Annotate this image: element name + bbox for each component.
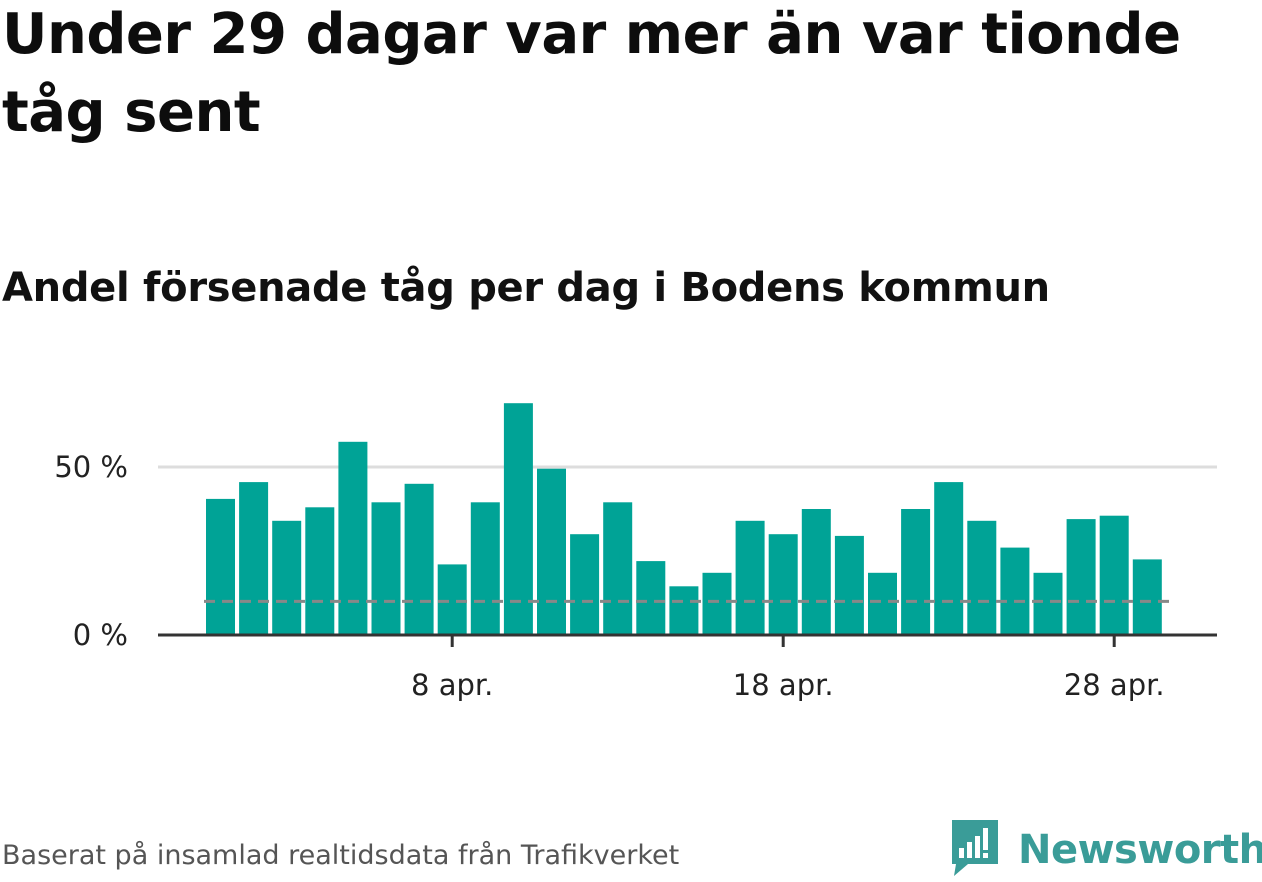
bar-day-26 xyxy=(1033,572,1063,635)
x-tick-label-2: 28 apr. xyxy=(1064,668,1165,702)
bar-day-11 xyxy=(537,468,566,635)
bar-day-8 xyxy=(437,564,467,635)
bar-day-6 xyxy=(371,502,401,635)
bars xyxy=(206,403,1162,635)
bar-day-13 xyxy=(603,502,633,635)
x-axis xyxy=(158,633,1217,647)
bar-day-12 xyxy=(570,534,600,635)
y-tick-label-1: 50 % xyxy=(54,450,128,484)
bar-day-17 xyxy=(735,520,765,635)
newsworthy-brand[interactable]: Newsworthy xyxy=(950,818,1262,882)
bar-day-1 xyxy=(206,498,235,635)
bar-day-19 xyxy=(801,509,831,635)
bar-day-22 xyxy=(901,509,931,635)
bar-day-24 xyxy=(967,520,997,635)
bar-day-27 xyxy=(1066,519,1096,635)
bar-day-2 xyxy=(239,482,269,635)
chart-subtitle: Andel försenade tåg per dag i Bodens kom… xyxy=(2,265,1050,311)
bar-day-21 xyxy=(868,572,897,635)
y-axis-labels: 0 % 50 % xyxy=(54,450,128,652)
bar-day-10 xyxy=(503,403,533,635)
bar-day-14 xyxy=(636,561,666,635)
bar-day-9 xyxy=(470,502,500,635)
brand-name: Newsworthy xyxy=(1018,827,1262,873)
source-note: Baserat på insamlad realtidsdata från Tr… xyxy=(2,840,680,871)
headline: Under 29 dagar var mer än var tionde tåg… xyxy=(2,2,1181,145)
bar-day-28 xyxy=(1099,515,1129,635)
bar-day-20 xyxy=(834,535,864,635)
bar-day-4 xyxy=(305,507,335,635)
bar-day-18 xyxy=(768,534,798,635)
bar-day-15 xyxy=(669,586,699,635)
x-tick-label-1: 18 apr. xyxy=(733,668,834,702)
bar-day-29 xyxy=(1132,559,1162,635)
bar-day-3 xyxy=(272,520,302,635)
x-tick-label-0: 8 apr. xyxy=(411,668,493,702)
bar-day-23 xyxy=(934,482,964,635)
bar-day-16 xyxy=(702,572,732,635)
bar-day-25 xyxy=(1000,547,1030,635)
bar-day-5 xyxy=(338,441,368,635)
bar-day-7 xyxy=(404,483,434,635)
newsworthy-logo-icon xyxy=(950,818,1000,882)
x-axis-labels: 8 apr. 18 apr. 28 apr. xyxy=(411,668,1165,702)
y-tick-label-0: 0 % xyxy=(73,618,128,652)
bar-chart: 0 % 50 % 8 apr. 18 apr. 28 apr. xyxy=(54,403,1217,702)
